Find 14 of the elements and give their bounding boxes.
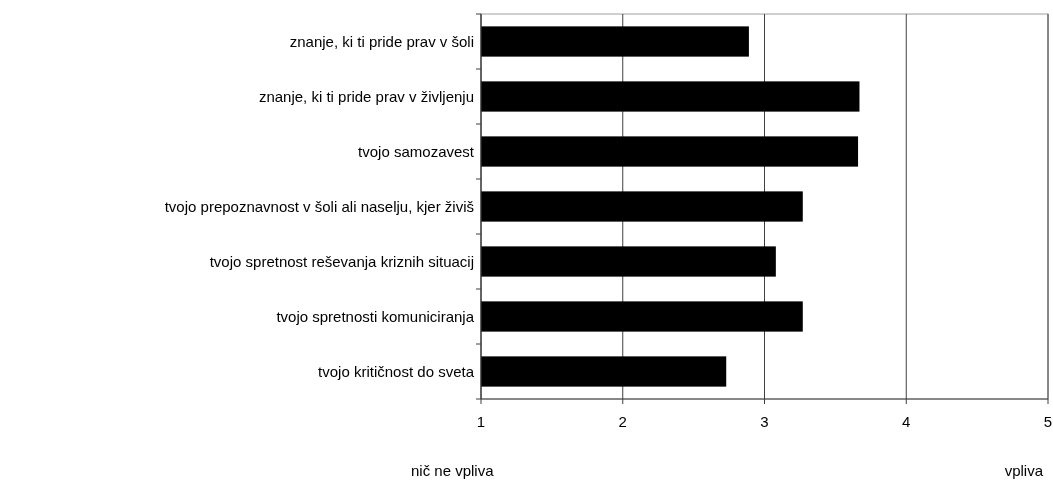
- text: vpliva: [1004, 462, 1044, 479]
- x-tick-label: 1: [476, 413, 486, 430]
- y-tick-label: znanje, ki ti pride prav v življenju: [258, 87, 474, 105]
- x-tick-label: 4: [902, 413, 911, 430]
- y-tick-label: znanje, ki ti pride prav v šoli: [289, 32, 474, 50]
- y-tick-label: tvojo samozavest: [358, 142, 475, 160]
- y-tick-label: tvojo spretnosti komuniciranja: [276, 307, 475, 325]
- x-tick-label: 3: [760, 413, 769, 430]
- text: nič ne vpliva: [411, 462, 495, 479]
- x-tick-label: 5: [1043, 413, 1053, 430]
- x-tick-label: 2: [618, 413, 627, 430]
- y-tick-label: tvojo spretnost reševanja kriznih situacij: [209, 252, 474, 270]
- y-tick-label: tvojo kritičnost do sveta: [318, 362, 475, 380]
- y-tick-label: tvojo prepoznavnost v šoli ali naselju, kjer živiš: [164, 197, 474, 215]
